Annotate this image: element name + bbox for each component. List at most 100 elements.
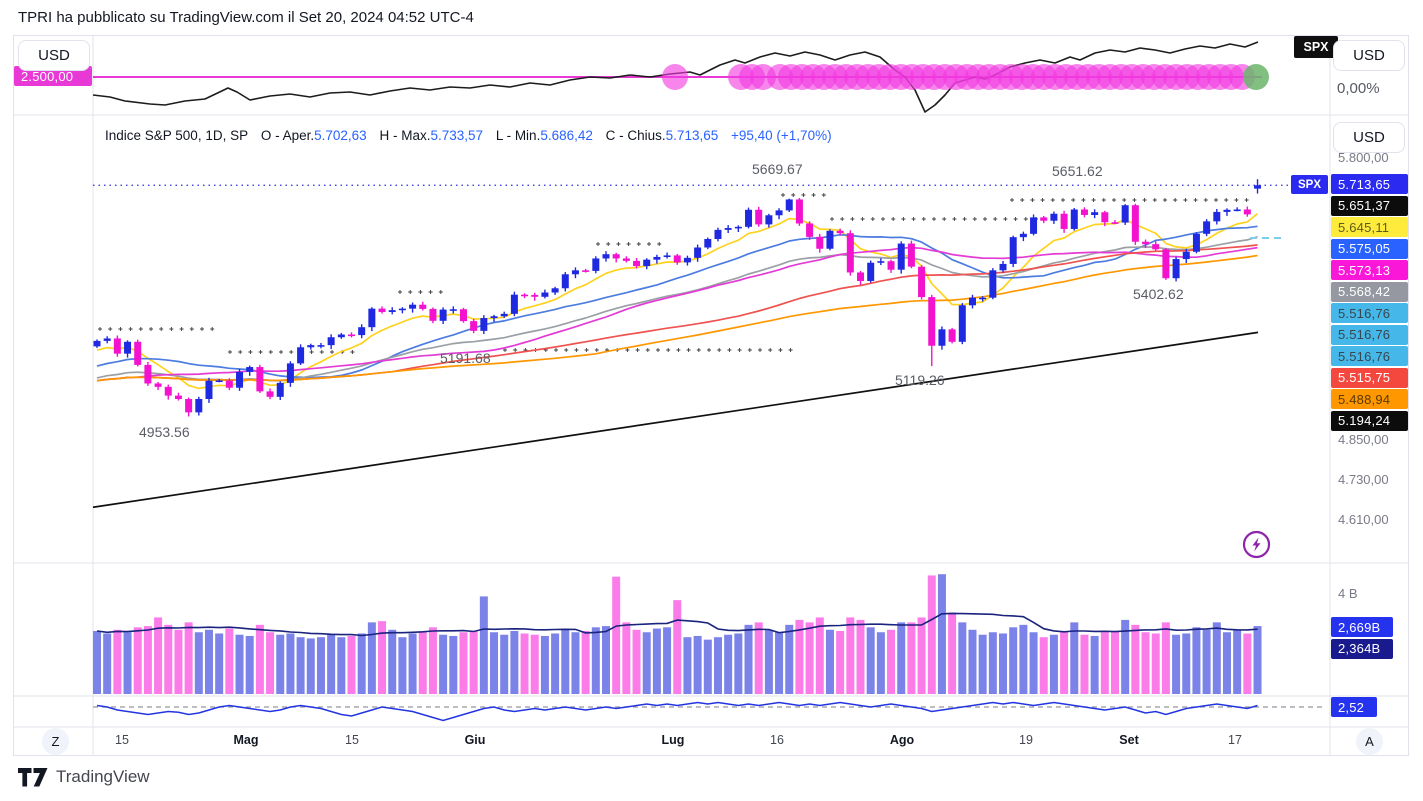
candle-body bbox=[1254, 185, 1262, 189]
tradingview-logo-icon bbox=[18, 767, 48, 786]
volume-bar bbox=[1039, 637, 1048, 694]
legend-title: Indice S&P 500, 1D, SP bbox=[105, 128, 249, 143]
volume-bar bbox=[459, 632, 468, 694]
right-rail-currency-button[interactable]: USD bbox=[1333, 40, 1405, 71]
volume-bar bbox=[428, 627, 437, 694]
time-axis-label: Ago bbox=[889, 733, 915, 747]
volume-bar bbox=[418, 632, 427, 694]
candle-body bbox=[1142, 241, 1150, 245]
axis-settings-button[interactable]: A bbox=[1356, 728, 1383, 755]
candle-body bbox=[1101, 212, 1109, 223]
main-price-scale-currency-button[interactable]: USD bbox=[1333, 122, 1405, 153]
volume-bar bbox=[836, 631, 845, 694]
candle-body bbox=[378, 308, 386, 312]
candle-body bbox=[144, 364, 152, 384]
price-axis-tick: 5.800,00 bbox=[1338, 150, 1389, 165]
candle-body bbox=[653, 256, 661, 260]
legend-high-label: H - Max. bbox=[379, 128, 431, 143]
volume-bar bbox=[724, 634, 733, 694]
candle-body bbox=[1243, 209, 1251, 215]
volume-bar bbox=[327, 634, 336, 694]
candle-body bbox=[826, 230, 834, 249]
candle-body bbox=[1121, 205, 1129, 223]
candle-body bbox=[938, 329, 946, 346]
candle-body bbox=[256, 367, 264, 392]
candle-body bbox=[307, 345, 315, 348]
volume-bar bbox=[388, 629, 397, 694]
volume-bar bbox=[164, 624, 173, 694]
candle-body bbox=[683, 257, 691, 263]
volume-ma-tag: 2,364B bbox=[1331, 638, 1393, 659]
volume-bar bbox=[622, 622, 631, 694]
top-currency-button[interactable]: USD bbox=[18, 40, 90, 71]
volume-bar bbox=[632, 629, 641, 694]
candle-body bbox=[124, 341, 132, 354]
time-axis[interactable] bbox=[14, 728, 1408, 755]
candle-body bbox=[734, 226, 742, 229]
price-tag: 5.713,65 bbox=[1331, 174, 1408, 194]
volume-bar bbox=[1060, 631, 1069, 694]
candle-body bbox=[846, 233, 854, 273]
candle-body bbox=[989, 270, 997, 298]
candle-body bbox=[429, 308, 437, 321]
volume-bar bbox=[1192, 627, 1201, 694]
candle-body bbox=[857, 272, 864, 281]
volume-bar bbox=[978, 634, 987, 694]
candle-body bbox=[1019, 233, 1027, 238]
candle-body bbox=[714, 229, 722, 239]
candle-body bbox=[958, 305, 966, 342]
candle-body bbox=[368, 308, 376, 328]
price-tag: 5.573,13 bbox=[1331, 260, 1408, 280]
volume-bar bbox=[143, 626, 152, 694]
volume-bar bbox=[1222, 632, 1231, 694]
price-tag: 5.651,37 bbox=[1331, 195, 1408, 216]
boost-button[interactable] bbox=[1242, 530, 1271, 559]
legend-low-value: 5.686,42 bbox=[540, 128, 593, 143]
volume-bar bbox=[571, 632, 580, 694]
volume-bar bbox=[449, 635, 458, 694]
tradingview-brand[interactable]: TradingView bbox=[18, 767, 150, 787]
volume-bar bbox=[1121, 619, 1130, 694]
candle-body bbox=[154, 383, 162, 387]
volume-bar bbox=[602, 626, 610, 694]
volume-bar bbox=[540, 635, 549, 694]
volume-bar bbox=[673, 600, 682, 694]
price-axis-tick: 4.610,00 bbox=[1338, 512, 1389, 527]
price-tag: 5.194,24 bbox=[1331, 410, 1408, 431]
price-axis-tick: 4.850,00 bbox=[1338, 432, 1389, 447]
legend-change-value: +95,40 (+1,70%) bbox=[731, 128, 832, 143]
volume-bar bbox=[663, 627, 672, 694]
volume-ma-tag: 2,669B bbox=[1331, 617, 1393, 637]
candle-body bbox=[1162, 249, 1170, 279]
ohlc-legend: Indice S&P 500, 1D, SP O - Aper.5.702,63… bbox=[105, 128, 832, 143]
volume-bar bbox=[154, 617, 163, 694]
timezone-button[interactable]: Z bbox=[42, 728, 69, 755]
volume-bar bbox=[194, 632, 203, 694]
volume-bar bbox=[734, 633, 743, 694]
candle-body bbox=[470, 321, 478, 331]
candle-body bbox=[174, 395, 182, 399]
pivot-annotation: 5191.68 bbox=[440, 350, 491, 366]
candle-body bbox=[571, 270, 579, 275]
candle-body bbox=[510, 294, 518, 314]
chart-canvas[interactable] bbox=[13, 35, 1409, 756]
candle-body bbox=[1080, 209, 1088, 215]
candle-body bbox=[113, 338, 121, 354]
volume-bar bbox=[469, 631, 478, 694]
candle-body bbox=[582, 270, 590, 272]
volume-bar bbox=[184, 622, 193, 694]
candle-body bbox=[164, 386, 172, 396]
candle-body bbox=[327, 337, 335, 346]
volume-bar bbox=[123, 632, 132, 694]
candle-body bbox=[633, 260, 641, 267]
candle-body bbox=[459, 309, 467, 322]
volume-bar bbox=[378, 621, 387, 694]
volume-bar bbox=[907, 622, 916, 694]
legend-open-value: 5.702,63 bbox=[314, 128, 367, 143]
candle-body bbox=[1060, 213, 1068, 229]
volume-bar bbox=[937, 574, 946, 694]
candle-body bbox=[999, 263, 1007, 271]
candle-body bbox=[907, 243, 915, 267]
price-tag: 5.516,76 bbox=[1331, 303, 1408, 323]
